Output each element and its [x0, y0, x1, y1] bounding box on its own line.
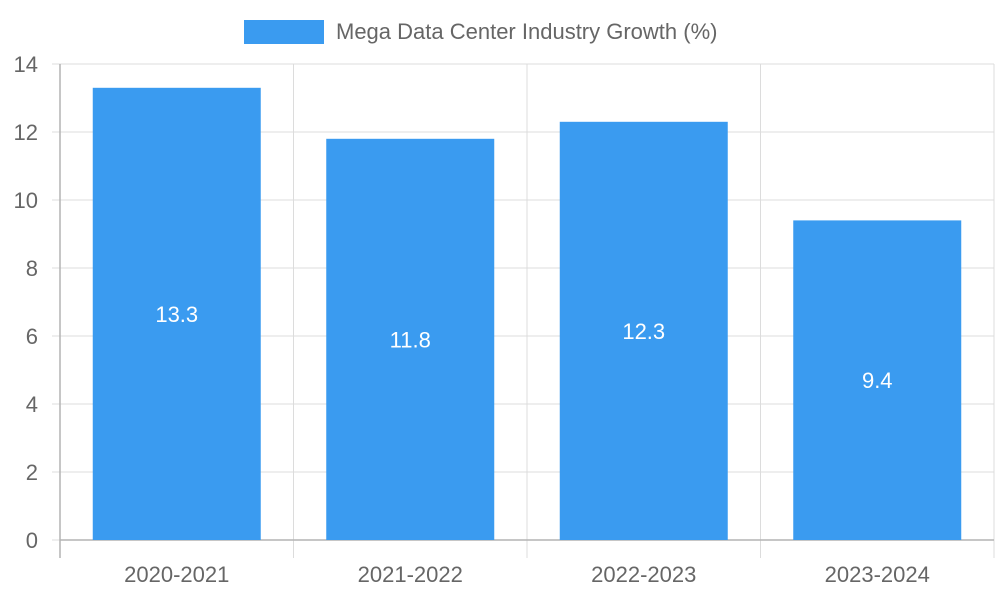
legend[interactable]: Mega Data Center Industry Growth (%)	[244, 19, 717, 44]
x-tick-label: 2020-2021	[124, 562, 229, 587]
bar-2023-2024[interactable]	[793, 220, 962, 540]
bar-2022-2023[interactable]	[559, 121, 728, 541]
bars	[92, 87, 962, 541]
y-tick-label: 4	[26, 392, 38, 417]
y-tick-label: 2	[26, 460, 38, 485]
axes: 0 2 4 6 8 10 12 14 2020-2021 2021-2022 2022-2023 20…	[14, 52, 994, 587]
y-tick-label: 14	[14, 52, 38, 77]
x-tick-label: 2021-2022	[358, 562, 463, 587]
value-labels: 13.3 11.8 12.3 9.4	[155, 302, 892, 393]
y-tick-label: 8	[26, 256, 38, 281]
y-tick-label: 6	[26, 324, 38, 349]
bar-2021-2022[interactable]	[326, 138, 495, 541]
bar-value-label: 12.3	[622, 319, 665, 344]
x-tick-label: 2023-2024	[825, 562, 930, 587]
bar-value-label: 13.3	[155, 302, 198, 327]
bar-value-label: 11.8	[390, 327, 431, 352]
bar-2020-2021[interactable]	[92, 87, 261, 541]
x-tick-label: 2022-2023	[591, 562, 696, 587]
y-tick-label: 12	[14, 120, 38, 145]
legend-swatch[interactable]	[244, 20, 324, 44]
y-tick-label: 10	[14, 188, 38, 213]
y-tick-label: 0	[26, 528, 38, 553]
bar-value-label: 9.4	[862, 368, 893, 393]
legend-label[interactable]: Mega Data Center Industry Growth (%)	[336, 19, 717, 44]
